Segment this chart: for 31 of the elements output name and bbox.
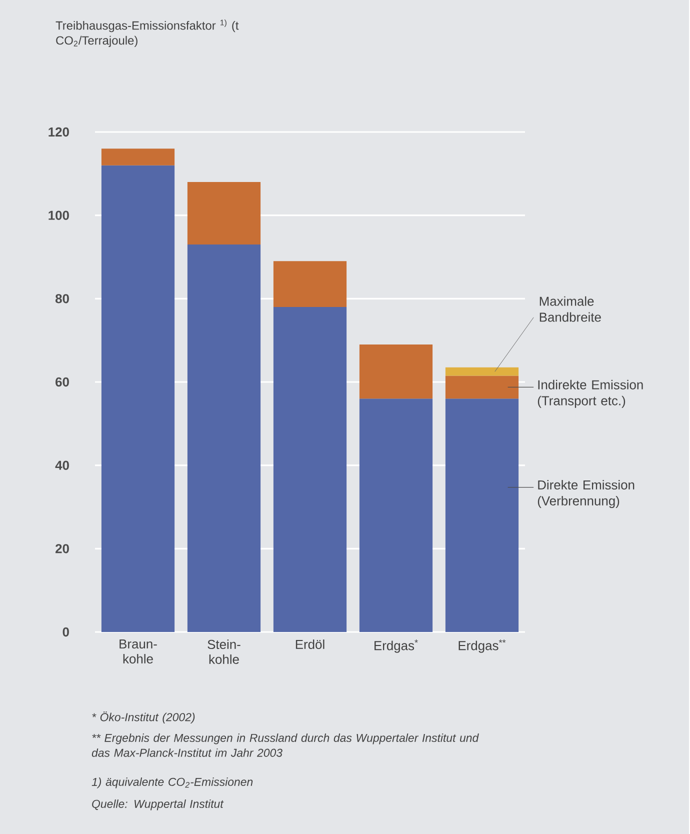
bar [359,398,432,632]
text: Maximale Bandbreite [540,296,601,322]
bar [273,261,346,307]
bar [101,165,174,632]
text: * Öko-Institut (2002) [92,712,194,724]
bar [359,344,432,399]
text: ** Ergebnis der Messungen in Russland durch das Wuppertaler Institut und das Max-Planck-Institut im Jahr 2003 [92,734,479,757]
y-tick-label: 120 [48,127,69,137]
y-tick-label: 100 [48,210,69,220]
x-tick-label: Erdgas$^{**}$ [458,640,506,653]
bar [445,376,518,399]
x-tick-label: Erdöl [296,640,324,650]
y-tick-label: 60 [55,377,69,387]
series-label: Direkte Emission (Verbrennung) [538,480,634,508]
x-tick-label: Erdgas$^{*}$ [374,640,418,653]
y-tick-label: 40 [55,460,69,470]
y-tick-label: 80 [55,294,69,304]
bar [187,244,260,632]
bar [187,182,260,244]
bar [445,398,518,632]
text: Treibhausgas-Emissionsfaktor $^{1)}$ (t CO$_{2}$/Terrajoule) [56,20,238,48]
series-label: Indirekte Emission (Transport etc.) [538,380,643,408]
x-tick-label: Stein- kohle [207,640,240,664]
y-tick-label: 0 [62,627,69,637]
bar [273,306,346,632]
y-tick-label: 20 [55,544,69,554]
source-note: Quelle: Wuppertal Institut [92,800,224,810]
text: 1) äquivalente CO$_{2}$-Emissionen [92,778,252,788]
bar [445,367,518,376]
x-tick-label: Braun- kohle [119,640,157,664]
bar [101,148,174,166]
